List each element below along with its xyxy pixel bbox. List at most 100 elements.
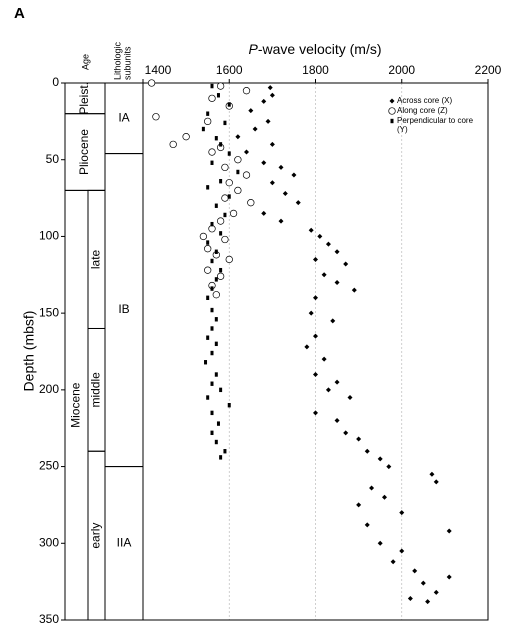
point — [356, 502, 362, 508]
point — [227, 151, 231, 156]
point — [206, 185, 210, 190]
point — [201, 126, 205, 132]
legend-entry: Perpendicular to core (Y) — [388, 116, 474, 134]
point — [261, 210, 267, 216]
point — [389, 98, 395, 104]
point — [152, 113, 160, 121]
point — [377, 456, 383, 462]
strat-label: late — [89, 249, 103, 269]
point — [214, 341, 218, 347]
subunit-header: Lithologic — [112, 41, 122, 80]
point — [334, 418, 340, 424]
legend-swatch — [388, 107, 396, 115]
strat-label: Pliocene — [77, 129, 91, 175]
point — [225, 179, 233, 187]
point — [210, 326, 214, 331]
point — [334, 249, 340, 255]
point — [214, 439, 218, 445]
point — [388, 107, 396, 115]
strat-label: IB — [118, 302, 129, 316]
point — [206, 395, 210, 400]
x-tick-label: 2000 — [388, 63, 415, 77]
point — [210, 160, 214, 165]
point — [216, 272, 225, 280]
point — [347, 395, 353, 401]
point — [199, 232, 208, 241]
point — [325, 387, 331, 393]
point — [433, 479, 439, 485]
point — [221, 235, 229, 244]
point — [234, 186, 242, 195]
point — [227, 194, 231, 199]
y-tick-label: 300 — [39, 535, 59, 549]
point — [321, 272, 327, 278]
point — [221, 194, 229, 202]
x-tick-label: 1400 — [145, 63, 172, 77]
x-title-italic: P — [248, 41, 258, 57]
point — [236, 169, 240, 175]
point — [330, 318, 336, 324]
point — [334, 279, 340, 285]
point — [227, 102, 231, 107]
point — [261, 98, 267, 104]
point — [208, 94, 216, 102]
point — [242, 87, 251, 95]
x-tick-label: 1800 — [302, 63, 329, 77]
point — [210, 350, 214, 356]
strat-label: IA — [118, 110, 129, 124]
point — [204, 245, 212, 253]
point — [212, 291, 220, 299]
point — [308, 310, 314, 316]
point — [343, 430, 349, 436]
point — [291, 172, 297, 178]
x-title-text: -wave velocity (m/s) — [258, 41, 382, 57]
point — [313, 372, 318, 378]
point — [210, 83, 214, 89]
legend-entry: Along core (Z) — [388, 106, 474, 115]
point — [313, 333, 318, 339]
strat-label: Miocene — [69, 382, 83, 428]
point — [219, 455, 223, 460]
point — [308, 227, 314, 233]
point — [242, 171, 251, 179]
point — [208, 148, 216, 156]
point — [204, 360, 208, 365]
point — [223, 120, 227, 126]
point — [282, 190, 288, 196]
point — [214, 277, 218, 282]
subunit-header: subunits — [122, 46, 132, 80]
point — [317, 233, 323, 239]
point — [351, 287, 357, 293]
point — [265, 118, 271, 124]
point — [433, 589, 439, 595]
point — [204, 117, 212, 126]
point — [420, 580, 426, 586]
point — [334, 379, 340, 385]
point — [147, 79, 156, 87]
age-header: Age — [80, 54, 90, 70]
point — [313, 410, 318, 416]
point — [269, 180, 275, 186]
point — [210, 381, 214, 386]
y-tick-label: 200 — [39, 382, 59, 396]
point — [206, 240, 210, 245]
y-tick-label: 350 — [39, 612, 59, 626]
point — [210, 307, 214, 313]
point — [321, 356, 327, 362]
panel-label: A — [14, 5, 25, 22]
point — [210, 221, 214, 227]
legend-swatch — [390, 118, 394, 124]
point — [221, 163, 229, 172]
point — [219, 231, 223, 236]
x-tick-label: 2200 — [475, 63, 502, 77]
point — [429, 471, 435, 477]
point — [214, 249, 218, 254]
point — [252, 126, 258, 132]
x-tick-label: 1600 — [216, 63, 243, 77]
y-axis-title: Depth (mbsf) — [21, 311, 37, 392]
point — [225, 255, 233, 264]
point — [382, 494, 387, 500]
point — [304, 344, 310, 350]
strat-unit — [104, 466, 144, 621]
point — [356, 436, 362, 442]
